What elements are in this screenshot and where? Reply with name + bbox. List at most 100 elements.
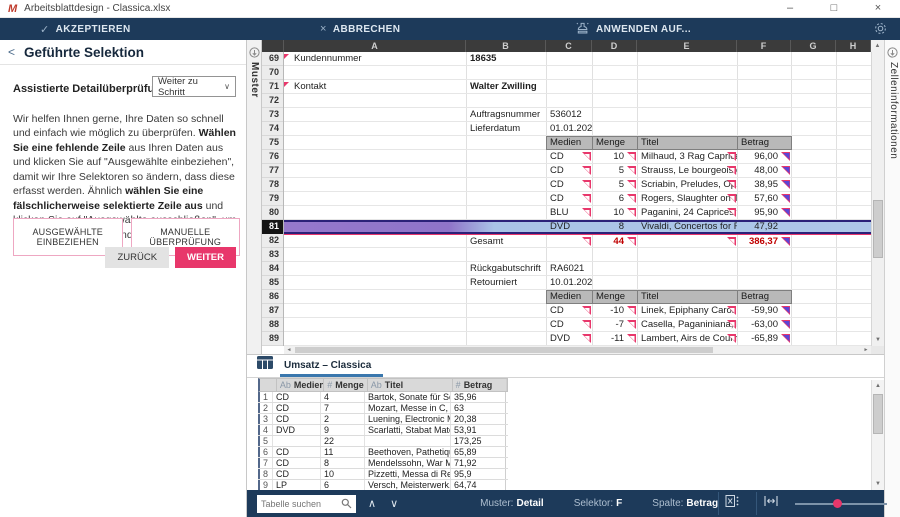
cell[interactable]: 53,91 xyxy=(451,425,506,435)
cell-info-tab-label[interactable]: Zelleninformationen xyxy=(888,62,899,160)
cell[interactable]: 8 xyxy=(618,222,624,232)
cell[interactable]: Lieferdatum xyxy=(470,123,521,134)
cell[interactable]: 47,92 xyxy=(754,222,778,232)
include-selected-button[interactable]: AUSGEWÄHLTE EINBEZIEHEN xyxy=(13,218,123,256)
muster-tab-label[interactable]: Muster xyxy=(249,62,260,98)
table-row[interactable]: 7 CD 8 Mendelssohn, War M... 71,92 xyxy=(258,458,508,469)
row-number[interactable]: 83 xyxy=(262,248,283,262)
row-number[interactable]: 85 xyxy=(262,276,283,290)
cell[interactable]: Menge xyxy=(592,290,638,304)
cell[interactable]: 8 xyxy=(321,458,365,468)
sheet-row[interactable]: Kontakt Walter Zwilling xyxy=(284,80,871,94)
cell[interactable]: Betrag xyxy=(737,290,792,304)
sheet-row[interactable]: BLU 10 Paganini, 24 Caprices for violin.… xyxy=(284,206,871,220)
slider-thumb[interactable] xyxy=(833,498,843,508)
sheet-row[interactable]: Lieferdatum 01.01.2020 xyxy=(284,122,871,136)
cell[interactable]: DVD xyxy=(273,425,321,435)
sheet-row[interactable]: CD -7 Casella, Paganiniana, NBC SO -63,0… xyxy=(284,318,871,332)
cell[interactable]: Walter Zwilling xyxy=(470,81,537,92)
back-button[interactable]: ZURÜCK xyxy=(105,247,170,268)
row-number[interactable]: 84 xyxy=(262,262,283,276)
column-header[interactable]: H xyxy=(836,40,871,52)
cell-info-tab-strip[interactable]: Zelleninformationen xyxy=(884,40,900,517)
table-row[interactable]: 8 CD 10 Pizzetti, Messa di Re... 95,9 xyxy=(258,469,508,480)
cell[interactable]: 63 xyxy=(451,403,506,413)
sheet-row-detail-header[interactable]: Medien Menge Titel Betrag xyxy=(284,136,871,150)
corner-cell[interactable] xyxy=(262,40,284,52)
vertical-scrollbar[interactable]: ▼ xyxy=(871,52,884,346)
cell[interactable]: 173,25 xyxy=(451,436,506,446)
row-number[interactable]: 71 xyxy=(262,80,283,94)
sheet-row[interactable] xyxy=(284,66,871,80)
sheet-row[interactable]: CD 5 Strauss, Le bourgeois gentilhomme 4… xyxy=(284,164,871,178)
settings-button[interactable] xyxy=(873,21,888,41)
cell[interactable]: Pizzetti, Messa di Re... xyxy=(365,469,451,479)
row-number[interactable]: 79 xyxy=(262,192,283,206)
cell[interactable]: CD xyxy=(273,469,321,479)
cell[interactable] xyxy=(365,436,451,446)
cell[interactable]: Titel xyxy=(637,290,738,304)
cell[interactable]: 95,9 xyxy=(451,469,506,479)
column-header[interactable]: E xyxy=(637,40,737,52)
table-row[interactable]: 2 CD 7 Mozart, Messe in C, K... 63 xyxy=(258,403,508,414)
sheet-row-total[interactable]: Gesamt 44 386,37 xyxy=(284,234,871,248)
cell[interactable]: Auftragsnummer xyxy=(470,109,541,120)
cell[interactable]: 10 xyxy=(321,469,365,479)
cell[interactable]: 2 xyxy=(321,414,365,424)
muster-tab-strip[interactable]: Muster xyxy=(247,40,262,354)
cell[interactable]: 6 xyxy=(321,480,365,490)
row-number[interactable]: 77 xyxy=(262,164,283,178)
cell[interactable]: 18635 xyxy=(470,53,497,64)
find-next-icon[interactable]: ∨ xyxy=(390,498,399,510)
cell[interactable]: Rückgabutschrift xyxy=(470,263,541,274)
cell[interactable]: Gesamt xyxy=(470,236,504,247)
cell[interactable]: 10.01.2020 xyxy=(550,277,592,288)
scrollbar-thumb[interactable] xyxy=(873,200,883,258)
row-number[interactable]: 80 xyxy=(262,206,283,220)
row-number[interactable]: 73 xyxy=(262,108,283,122)
cell[interactable]: Medien xyxy=(546,290,593,304)
column-header[interactable]: G xyxy=(791,40,836,52)
bottom-vertical-scrollbar[interactable]: ▲ ▼ xyxy=(871,380,884,490)
sheet-row[interactable]: Kundennummer 18635 xyxy=(284,52,871,66)
row-number[interactable]: 89 xyxy=(262,332,283,346)
step-dropdown[interactable]: Weiter zu Schritt ∨ xyxy=(152,76,236,98)
search-input[interactable] xyxy=(261,498,341,509)
row-number[interactable]: 72 xyxy=(262,94,283,108)
sheet-row[interactable] xyxy=(284,94,871,108)
cell[interactable]: 35,96 xyxy=(451,392,506,402)
cancel-button[interactable]: × ABBRECHEN xyxy=(320,18,400,40)
table-search-box[interactable] xyxy=(257,494,356,513)
scroll-up-icon[interactable]: ▲ xyxy=(871,40,884,52)
sheet-row[interactable]: Rückgabutschrift RA6021 xyxy=(284,262,871,276)
scroll-left-icon[interactable]: ◄ xyxy=(286,347,292,353)
pin-icon[interactable] xyxy=(887,45,898,63)
scroll-down-icon[interactable]: ▼ xyxy=(875,337,881,343)
cell[interactable]: Bartok, Sonate für So... xyxy=(365,392,451,402)
column-header-medien[interactable]: Ab Medien xyxy=(277,379,325,391)
cell[interactable]: CD xyxy=(273,403,321,413)
maximize-icon[interactable]: □ xyxy=(830,2,838,14)
cell[interactable]: 536012 xyxy=(550,109,582,120)
cell[interactable]: Retourniert xyxy=(470,277,517,288)
row-number[interactable]: 76 xyxy=(262,150,283,164)
sheet-row[interactable]: DVD -11 Lambert, Airs de Courm (1689) -6… xyxy=(284,332,871,346)
accept-button[interactable]: ✓ AKZEPTIEREN xyxy=(40,18,131,40)
sheet-row[interactable]: Auftragsnummer 536012 xyxy=(284,108,871,122)
cell[interactable]: Titel xyxy=(637,136,738,150)
row-number[interactable]: 75 xyxy=(262,136,283,150)
scrollbar-thumb[interactable] xyxy=(873,394,883,434)
cell[interactable]: CD xyxy=(273,392,321,402)
tab-umsatz-classica[interactable]: Umsatz – Classica xyxy=(280,356,384,377)
cell[interactable]: RA6021 xyxy=(550,263,585,274)
row-number[interactable]: 70 xyxy=(262,66,283,80)
next-button[interactable]: WEITER xyxy=(175,247,236,268)
cell[interactable]: CD xyxy=(273,458,321,468)
zoom-slider[interactable] xyxy=(795,497,888,511)
sheet-row[interactable] xyxy=(284,248,871,262)
scrollbar-thumb[interactable] xyxy=(295,347,713,353)
scroll-up-icon[interactable]: ▲ xyxy=(875,383,881,389)
column-header[interactable]: B xyxy=(466,40,546,52)
cell[interactable]: Vivaldi, Concertos for Recorder xyxy=(641,222,737,232)
row-number[interactable]: 78 xyxy=(262,178,283,192)
